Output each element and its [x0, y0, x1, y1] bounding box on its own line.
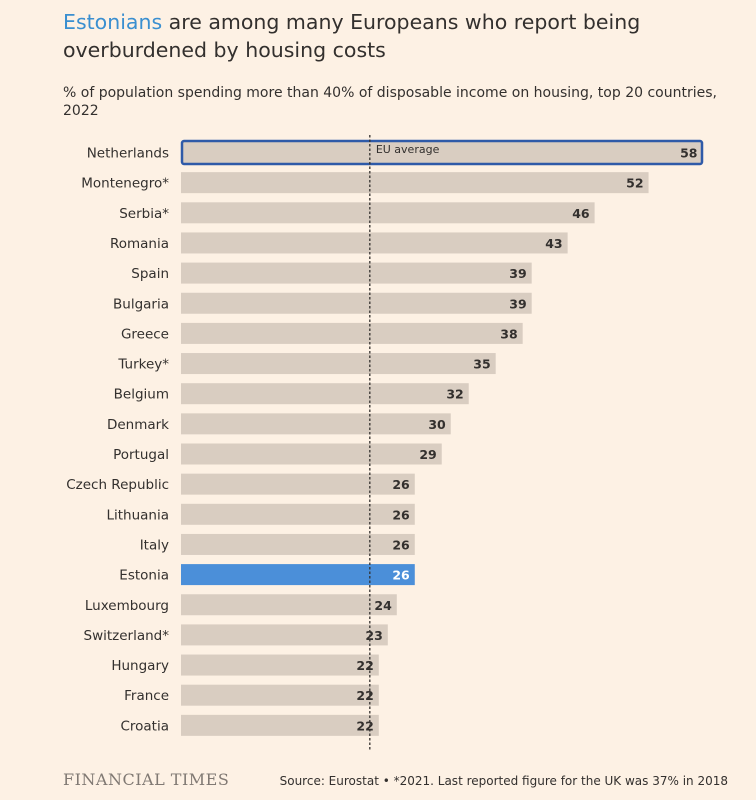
category-label-netherlands: Netherlands	[87, 146, 169, 162]
category-label-belgium: Belgium	[114, 387, 169, 403]
value-label-turkey: 35	[473, 357, 490, 372]
bar-portugal	[181, 443, 442, 465]
title-highlight: Estonians	[63, 10, 163, 34]
value-label-spain: 39	[509, 266, 526, 281]
bar-turkey	[181, 353, 496, 375]
category-label-denmark: Denmark	[107, 417, 169, 433]
category-label-montenegro: Montenegro*	[81, 176, 169, 192]
value-label-switzerland: 23	[365, 628, 382, 643]
category-label-turkey: Turkey*	[117, 357, 169, 373]
chart-subtitle: % of population spending more than 40% o…	[63, 85, 717, 119]
value-label-romania: 43	[545, 236, 562, 251]
value-label-italy: 26	[392, 537, 410, 552]
bar-hungary	[181, 654, 379, 676]
value-label-denmark: 30	[428, 417, 446, 432]
bar-romania	[181, 232, 568, 254]
category-label-estonia: Estonia	[119, 568, 169, 584]
chart-title: Estonians are among many Europeans who r…	[63, 8, 733, 64]
value-label-lithuania: 26	[392, 507, 410, 522]
bar-lithuania	[181, 503, 415, 525]
value-label-croatia: 22	[356, 718, 373, 733]
title-rest: are among many Europeans who report bein…	[63, 10, 641, 62]
bar-luxembourg	[181, 594, 397, 616]
category-label-czech-republic: Czech Republic	[66, 477, 169, 493]
value-label-luxembourg: 24	[374, 598, 392, 613]
category-label-france: France	[124, 688, 169, 704]
eu-average-label: EU average	[376, 143, 440, 156]
value-label-bulgaria: 39	[509, 296, 526, 311]
value-label-france: 22	[356, 688, 373, 703]
value-label-belgium: 32	[446, 387, 463, 402]
bar-czech-republic	[181, 473, 415, 495]
value-label-hungary: 22	[356, 658, 373, 673]
bar-greece	[181, 322, 523, 344]
bar-italy	[181, 533, 415, 555]
bar-spain	[181, 262, 532, 284]
source-note: Source: Eurostat • *2021. Last reported …	[279, 774, 728, 788]
bar-netherlands	[180, 139, 704, 166]
category-label-croatia: Croatia	[120, 718, 169, 734]
category-label-bulgaria: Bulgaria	[113, 296, 169, 312]
category-label-greece: Greece	[121, 326, 169, 342]
category-label-hungary: Hungary	[111, 658, 169, 674]
value-label-greece: 38	[500, 326, 517, 341]
value-label-netherlands: 58	[680, 146, 697, 161]
bar-bulgaria	[181, 292, 532, 314]
category-label-serbia: Serbia*	[119, 206, 169, 222]
bar-croatia	[181, 714, 379, 736]
value-label-montenegro: 52	[626, 176, 643, 191]
bar-switzerland	[181, 624, 388, 646]
value-label-serbia: 46	[572, 206, 590, 221]
bar-estonia	[181, 564, 415, 586]
value-label-estonia: 26	[392, 568, 410, 583]
value-label-portugal: 29	[419, 447, 436, 462]
category-label-switzerland: Switzerland*	[84, 628, 170, 644]
bar-montenegro	[181, 172, 649, 194]
category-label-luxembourg: Luxembourg	[85, 598, 169, 614]
category-label-italy: Italy	[140, 537, 169, 553]
bar-belgium	[181, 383, 469, 405]
bar-chart: Netherlands 58 Montenegro* 52 Serbia* 46 Roman…	[66, 135, 704, 750]
category-label-portugal: Portugal	[113, 447, 169, 463]
bar-serbia	[181, 202, 595, 224]
category-label-spain: Spain	[131, 266, 169, 282]
category-label-romania: Romania	[110, 236, 169, 252]
bar-france	[181, 684, 379, 706]
ft-logo: FINANCIAL TIMES	[63, 770, 230, 789]
category-label-lithuania: Lithuania	[106, 507, 169, 523]
value-label-czech-republic: 26	[392, 477, 410, 492]
bar-denmark	[181, 413, 451, 435]
